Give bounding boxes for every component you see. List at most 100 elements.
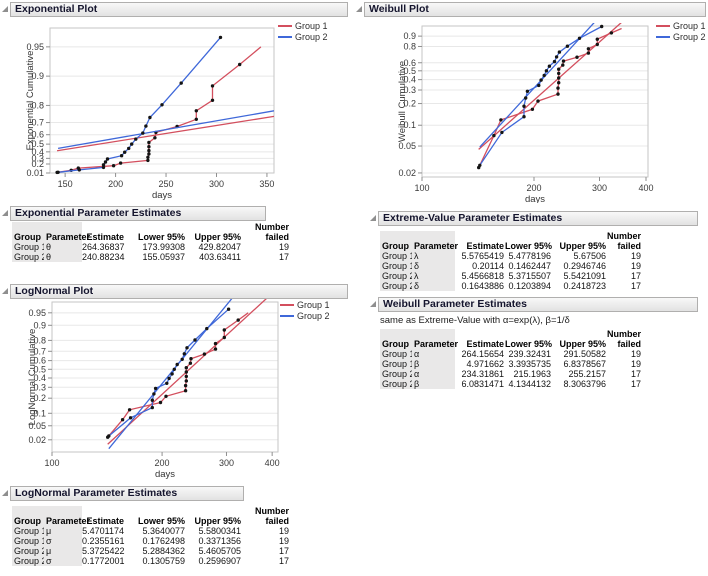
data-point (556, 92, 560, 96)
table-cell: Group 2 (380, 379, 415, 389)
disclosure-triangle[interactable] (370, 301, 376, 307)
fit-line (56, 115, 274, 152)
lognormal-parameter-table: Number Group Parameter Estimate Lower 95% Upp… (12, 506, 290, 566)
data-point (175, 362, 179, 367)
table-header-cell (455, 231, 505, 241)
table-cell: σ (44, 556, 82, 566)
y-tick-label: 0.01 (26, 168, 44, 178)
y-axis-title: Weibull Cumulative (397, 61, 408, 142)
data-point (111, 164, 116, 168)
data-point (165, 381, 169, 385)
outline-header-extreme-value-estimates[interactable]: Extreme-Value Parameter Estimates (378, 211, 698, 226)
table-cell: Group 1 (12, 536, 47, 546)
table-cell: 19 (630, 251, 641, 261)
table-header-cell (552, 329, 607, 339)
table-cell: 0.2418723 (563, 281, 606, 291)
outline-header-exponential-estimates[interactable]: Exponential Parameter Estimates (10, 206, 266, 221)
extreme-value-parameter-table: Number Group Parameter Estimate Lower 95% Upp… (380, 231, 642, 291)
table-cell: 0.1643886 (461, 281, 504, 291)
y-tick-label: 0.2 (31, 159, 44, 169)
outline-header-exponential-plot[interactable]: Exponential Plot (10, 2, 348, 17)
outline-header-weibull-estimates[interactable]: Weibull Parameter Estimates (378, 297, 698, 312)
y-tick-label: 0.1 (33, 408, 46, 418)
table-header-cell (186, 222, 242, 232)
data-point (182, 352, 186, 356)
table-header-cell: Upper 95% (194, 232, 241, 242)
data-point (101, 163, 106, 167)
table-cell: 5.2884362 (142, 546, 185, 556)
y-tick-label: 0.3 (403, 85, 416, 95)
table-header-cell: Estimate (466, 241, 504, 251)
data-point (536, 99, 540, 103)
outline-title: Exponential Plot (15, 3, 98, 15)
data-point (184, 366, 188, 370)
table-header-cell (82, 222, 125, 232)
disclosure-triangle[interactable] (2, 6, 8, 12)
table-cell: 17 (278, 546, 289, 556)
disclosure-triangle[interactable] (356, 6, 362, 12)
disclosure-triangle[interactable] (2, 210, 8, 216)
table-cell: 239.32431 (508, 349, 551, 359)
data-point (101, 165, 106, 170)
cumulative-curve (57, 46, 262, 174)
data-point (595, 42, 599, 47)
data-point (164, 394, 168, 398)
x-axis-title: days (525, 194, 545, 203)
data-point (179, 81, 183, 85)
table-cell: σ (44, 536, 82, 546)
data-point (128, 416, 133, 420)
data-point (492, 133, 496, 138)
data-point (130, 142, 134, 146)
data-point (180, 357, 184, 361)
data-point (557, 81, 561, 85)
table-cell: Group 1 (380, 349, 415, 359)
data-point (77, 168, 82, 172)
data-point (183, 389, 188, 393)
y-tick-label: 0.3 (33, 382, 46, 392)
table-cell: 19 (278, 526, 289, 536)
y-tick-label: 0.9 (33, 320, 46, 330)
x-tick-label: 150 (58, 179, 73, 189)
disclosure-triangle[interactable] (2, 288, 8, 294)
table-cell: 17 (278, 252, 289, 262)
table-cell: Group 1 (380, 261, 415, 271)
disclosure-triangle[interactable] (370, 215, 376, 221)
table-cell: μ (44, 526, 82, 536)
data-point (194, 109, 198, 113)
data-point (193, 338, 197, 342)
outline-header-lognormal-plot[interactable]: LogNormal Plot (10, 284, 348, 299)
data-point (183, 383, 188, 388)
disclosure-triangle[interactable] (2, 490, 8, 496)
data-point (210, 98, 215, 103)
table-cell: 5.3640077 (142, 526, 185, 536)
fit-line (57, 110, 274, 149)
data-point (586, 47, 591, 51)
outline-title: Weibull Parameter Estimates (383, 298, 527, 310)
table-header-cell: Parameter (44, 232, 91, 242)
y-tick-label: 0.4 (403, 75, 416, 85)
y-tick-label: 0.8 (33, 335, 46, 345)
table-header-cell: failed (265, 516, 289, 526)
data-point (153, 386, 158, 391)
cumulative-curve (478, 27, 622, 168)
outline-header-weibull-plot[interactable]: Weibull Plot (364, 2, 706, 17)
table-cell: 17 (278, 556, 289, 566)
plot-frame (49, 27, 275, 174)
table-cell: 0.1762498 (142, 536, 185, 546)
outline-title: LogNormal Plot (15, 285, 94, 297)
outline-header-lognormal-estimates[interactable]: LogNormal Parameter Estimates (10, 486, 244, 501)
left-column: Exponential Plot 0.95 0.9 0.8 0.7 0.6 0.5 0.4 0… (2, 2, 348, 566)
data-point (123, 150, 127, 154)
cumulative-curve (479, 25, 603, 166)
table-cell: Group 1 (380, 359, 415, 369)
outline-title: Extreme-Value Parameter Estimates (383, 212, 563, 224)
table-header-cell: Lower 95% (137, 232, 185, 242)
data-point (577, 36, 582, 40)
table-header-cell: Group (12, 516, 44, 526)
x-tick-label: 300 (209, 179, 224, 189)
data-point (557, 76, 561, 80)
x-tick-label: 400 (265, 458, 280, 468)
y-tick-label: 0.95 (26, 42, 44, 52)
table-header-cell: Estimate (86, 232, 124, 242)
data-point (105, 157, 110, 161)
